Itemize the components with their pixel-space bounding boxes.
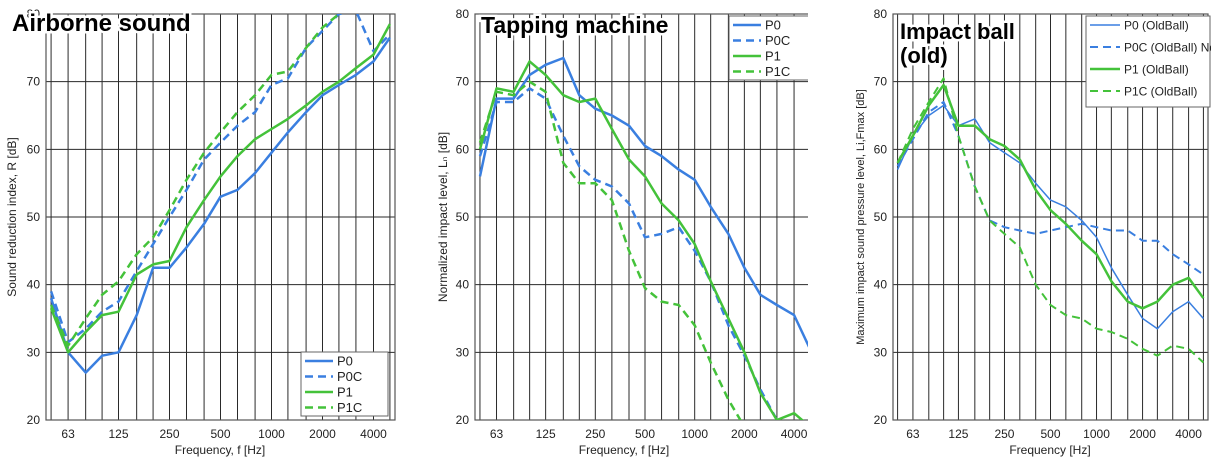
series-line-p1c-oldball: [896, 77, 1205, 364]
x-tick-label: 125: [948, 427, 968, 441]
y-tick-label: 50: [456, 210, 470, 224]
legend-label: P1C: [765, 64, 790, 79]
y-tick-label: 70: [874, 75, 888, 89]
legend-box: [300, 351, 389, 417]
legend-label: P1 (OldBall): [1124, 63, 1189, 77]
chart-title: Impact ball: [900, 19, 1015, 44]
y-tick-label: 20: [27, 413, 41, 427]
chart-title: Tapping machine: [481, 12, 668, 38]
x-tick-label: 63: [906, 427, 920, 441]
chart-tapping-machine: 20 30 40 50 60 70 80 63 125 250 500 1000 2000 4000 Fre…: [436, 7, 808, 457]
y-tick-label: 30: [456, 345, 470, 359]
x-tick-label: 4000: [1175, 427, 1202, 441]
chart-airborne-sound: 20 30 40 50 60 70 80 63 125 250 500 1000 2000 4000 Fre…: [5, 7, 396, 457]
legend-label: P1: [765, 49, 781, 64]
x-tick-label: 4000: [360, 427, 387, 441]
y-axis-label: Maximum impact sound pressure level, Li,…: [855, 89, 867, 345]
y-axis-label: Normalized impact level, Lₙ [dB]: [436, 132, 450, 302]
x-tick-label: 1000: [258, 427, 285, 441]
x-tick-label: 1000: [681, 427, 708, 441]
x-tick-label: 2000: [731, 427, 758, 441]
y-tick-label: 20: [456, 413, 470, 427]
y-tick-label: 70: [27, 75, 41, 89]
x-axis-label: Frequency, f [Hz]: [175, 443, 265, 457]
series-group: [896, 77, 1205, 364]
legend-label: P1C (OldBall): [1124, 85, 1197, 99]
y-tick-label: 70: [456, 75, 470, 89]
y-tick-label: 60: [874, 142, 888, 156]
x-tick-label: 2000: [309, 427, 336, 441]
x-axis-label: Frequency [Hz]: [1009, 443, 1090, 457]
legend-label: P1C: [337, 400, 362, 415]
y-tick-label: 60: [456, 142, 470, 156]
y-tick-label: 40: [456, 278, 470, 292]
y-tick-label: 80: [874, 7, 888, 21]
y-tick-label: 40: [874, 278, 888, 292]
series-line-p1c: [478, 80, 742, 420]
legend-label: P0C: [765, 33, 790, 48]
plot-frame: [45, 13, 396, 421]
legend-box: [728, 15, 808, 81]
chart-impact-ball: 20 30 40 50 60 70 80 63 125 250 500 1000 2000 4000 Fre…: [855, 7, 1211, 457]
y-tick-label: 60: [27, 142, 41, 156]
series-line-p0: [49, 36, 391, 374]
series-line-p0c: [478, 87, 778, 420]
legend-label: P0: [337, 354, 353, 369]
x-tick-label: 125: [536, 427, 556, 441]
x-axis-label: Frequency, f [Hz]: [579, 443, 669, 457]
y-tick-label: 80: [456, 7, 470, 21]
x-tick-label: 1000: [1083, 427, 1110, 441]
series-line-p1c: [49, 14, 343, 347]
y-tick-label: 30: [874, 345, 888, 359]
x-tick-label: 4000: [781, 427, 808, 441]
x-tick-label: 500: [210, 427, 230, 441]
series-group: [478, 56, 808, 420]
x-tick-label: 250: [159, 427, 179, 441]
x-tick-label: 63: [490, 427, 504, 441]
y-tick-label: 50: [874, 210, 888, 224]
y-tick-label: 50: [27, 210, 41, 224]
y-axis-label: Sound reduction index, R [dB]: [5, 137, 19, 296]
x-tick-label: 250: [585, 427, 605, 441]
legend-label: P1: [337, 385, 353, 400]
series-line-p0c-oldball-no-load: [896, 101, 1204, 276]
x-tick-label: 63: [61, 427, 75, 441]
y-tick-label: 80: [27, 7, 41, 21]
legend-label: P0 (OldBall): [1124, 19, 1189, 33]
series-line-p0: [478, 56, 808, 348]
series-line-p1: [478, 60, 804, 420]
legend: P0 (OldBall) P0C (OldBall) No load P1 (Old…: [1085, 15, 1211, 108]
legend-label: P0: [765, 18, 781, 33]
series-line-p0c: [49, 14, 391, 344]
chart-title: (old): [900, 43, 948, 68]
x-tick-label: 125: [108, 427, 128, 441]
x-tick-label: 2000: [1129, 427, 1156, 441]
y-tick-label: 20: [874, 413, 888, 427]
chart-title: Airborne sound: [12, 10, 191, 37]
x-tick-label: 250: [994, 427, 1014, 441]
x-tick-label: 500: [635, 427, 655, 441]
plot-frame: [474, 13, 808, 421]
series-group: [49, 14, 392, 374]
x-tick-label: 500: [1040, 427, 1060, 441]
legend-label: P0C (OldBall) No load: [1124, 41, 1211, 55]
y-tick-label: 30: [27, 345, 41, 359]
plot-frame: [892, 13, 1209, 421]
legend-label: P0C: [337, 369, 362, 384]
series-line-p1: [49, 23, 392, 354]
y-tick-label: 40: [27, 278, 41, 292]
